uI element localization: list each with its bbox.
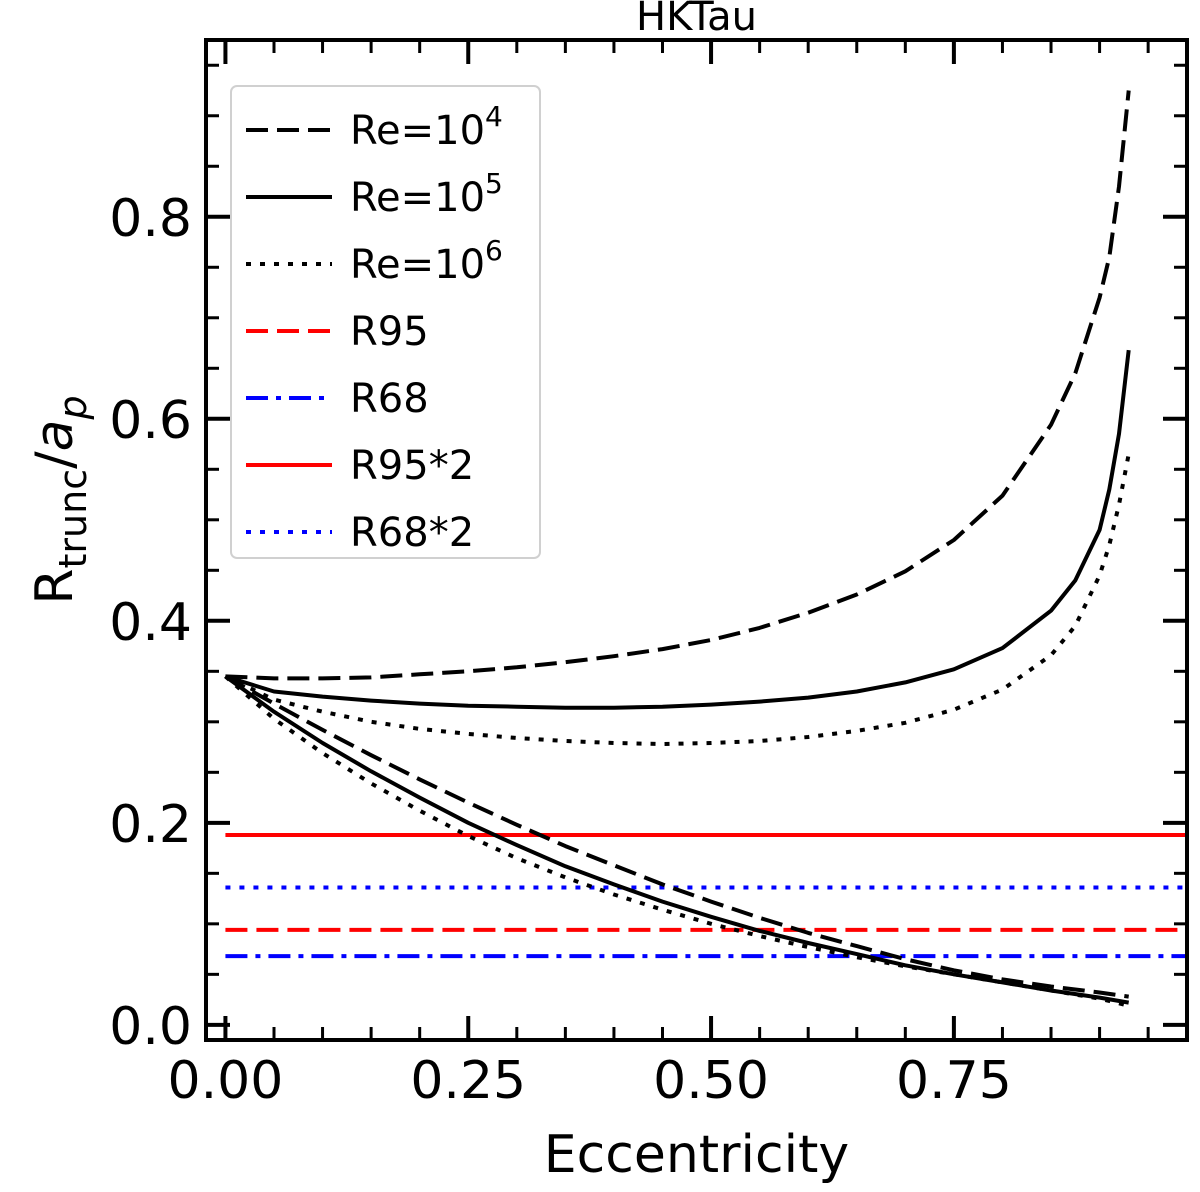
series-re5-lower	[224, 674, 1130, 1005]
series-re5-upper	[224, 349, 1131, 710]
legend-label-r95x2: R95*2	[350, 443, 474, 489]
y-axis-label-sub: trunc	[51, 469, 95, 569]
y-axis-label-italic-sub: p	[51, 395, 95, 420]
legend-label-re6: Re=106	[350, 234, 503, 288]
y-axis-label-slash: /	[25, 451, 85, 469]
x-tick-label: 0.00	[168, 1051, 284, 1111]
legend: Re=104 Re=105 Re=106 R95 R68 R95*2 R68*2	[230, 85, 541, 559]
legend-label-r68x2: R68*2	[350, 510, 474, 556]
y-tick-label: 0.2	[109, 795, 192, 855]
y-axis-label: Rtrunc/ap	[25, 395, 95, 604]
series-re6-upper	[224, 453, 1131, 746]
y-tick-label: 0.6	[109, 391, 192, 451]
series-re4-upper	[225, 90, 1131, 681]
legend-label-re4: Re=104	[350, 100, 503, 154]
x-tick-label: 0.50	[653, 1051, 769, 1111]
x-tick-label: 0.75	[896, 1051, 1012, 1111]
chart-title: HKTau	[636, 0, 757, 40]
legend-label-r68: R68	[350, 376, 429, 422]
x-axis-label: Eccentricity	[544, 1125, 849, 1185]
y-tick-label: 0.4	[109, 593, 192, 653]
y-axis-label-italic: a	[25, 419, 85, 451]
plot-frame	[204, 38, 1189, 1042]
legend-box	[230, 85, 541, 559]
y-axis-label-main: R	[25, 568, 85, 604]
legend-label-re5: Re=105	[350, 167, 503, 221]
legend-label-r95: R95	[350, 309, 429, 355]
y-tick-label: 0.8	[109, 189, 192, 249]
y-tick-label: 0.0	[109, 997, 192, 1057]
series-re4-lower	[224, 674, 1129, 999]
x-tick-label: 0.25	[410, 1051, 526, 1111]
